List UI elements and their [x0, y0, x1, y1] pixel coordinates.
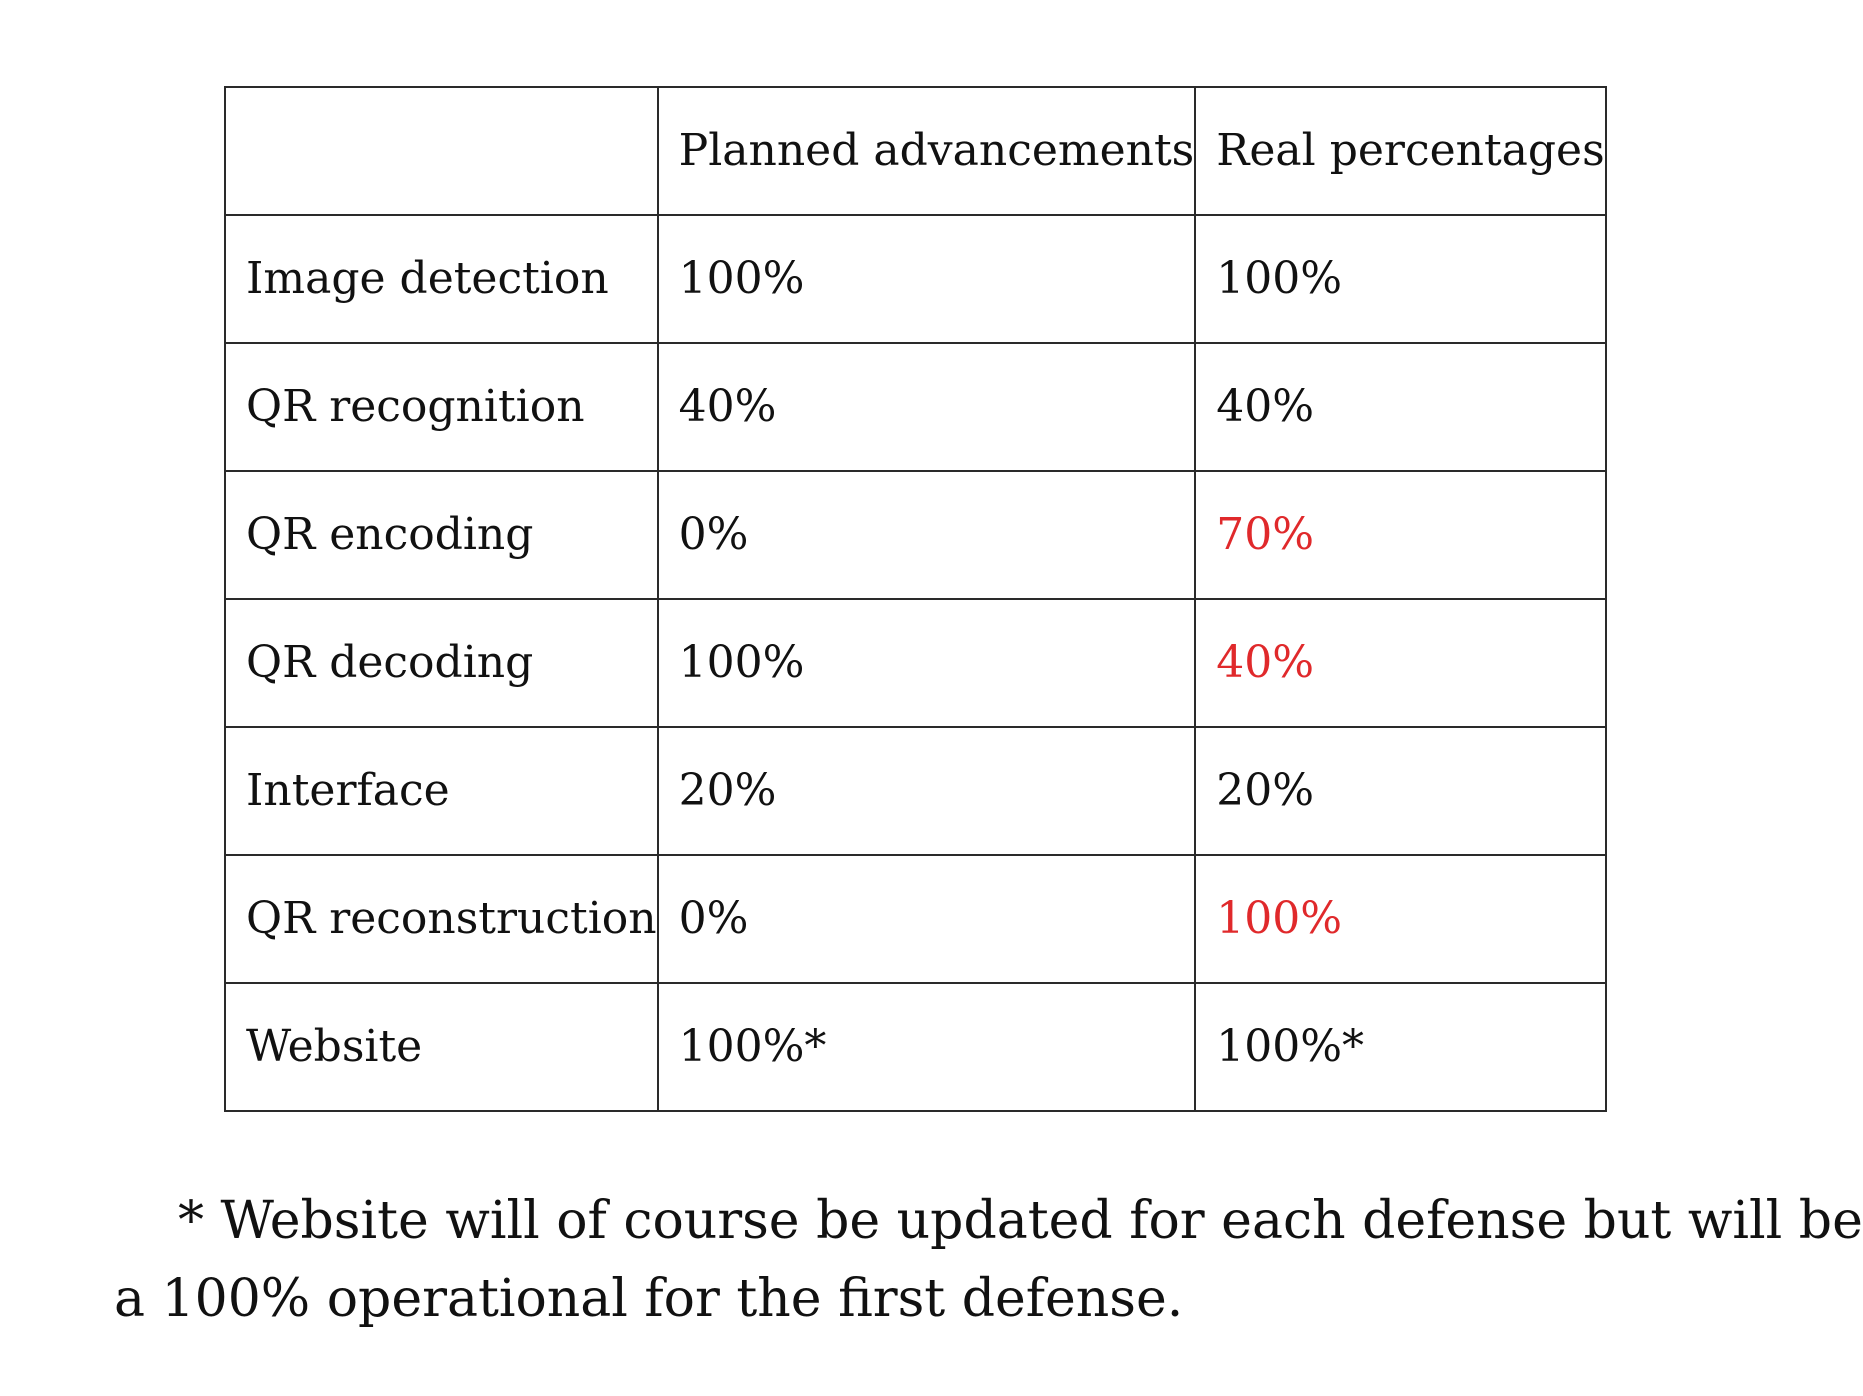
real-cell: 100% — [1194, 854, 1607, 984]
table-row: QR recognition 40% 40% — [224, 342, 1607, 472]
table-header-row: Planned advancements Real percentages — [224, 86, 1607, 216]
real-cell: 100% — [1194, 214, 1607, 344]
table-row: Image detection 100% 100% — [224, 214, 1607, 344]
footnote: * Website will of course be updated for … — [114, 1182, 1863, 1338]
planned-cell: 100% — [656, 598, 1197, 728]
table-row: Website 100%* 100%* — [224, 982, 1607, 1112]
table-row: QR reconstruction 0% 100% — [224, 854, 1607, 984]
planned-cell: 0% — [656, 854, 1197, 984]
real-cell: 40% — [1194, 598, 1607, 728]
planned-cell: 40% — [656, 342, 1197, 472]
header-real-cell: Real percentages — [1194, 86, 1607, 216]
task-cell: Image detection — [224, 214, 659, 344]
planned-cell: 100%* — [656, 982, 1197, 1112]
real-cell: 40% — [1194, 342, 1607, 472]
task-cell: Website — [224, 982, 659, 1112]
table-row: Interface 20% 20% — [224, 726, 1607, 856]
real-cell: 100%* — [1194, 982, 1607, 1112]
real-cell: 70% — [1194, 470, 1607, 600]
table-row: QR encoding 0% 70% — [224, 470, 1607, 600]
planned-cell: 20% — [656, 726, 1197, 856]
planned-cell: 0% — [656, 470, 1197, 600]
task-cell: QR encoding — [224, 470, 659, 600]
header-planned-cell: Planned advancements — [656, 86, 1197, 216]
progress-table: Planned advancements Real percentages Im… — [224, 86, 1607, 1112]
task-cell: QR decoding — [224, 598, 659, 728]
header-task-cell — [224, 86, 659, 216]
table-row: QR decoding 100% 40% — [224, 598, 1607, 728]
task-cell: Interface — [224, 726, 659, 856]
task-cell: QR recognition — [224, 342, 659, 472]
real-cell: 20% — [1194, 726, 1607, 856]
footnote-line-1: * Website will of course be updated for … — [178, 1191, 1863, 1251]
footnote-line-2: a 100% operational for the first defense… — [114, 1269, 1184, 1329]
task-cell: QR reconstruction — [224, 854, 659, 984]
planned-cell: 100% — [656, 214, 1197, 344]
